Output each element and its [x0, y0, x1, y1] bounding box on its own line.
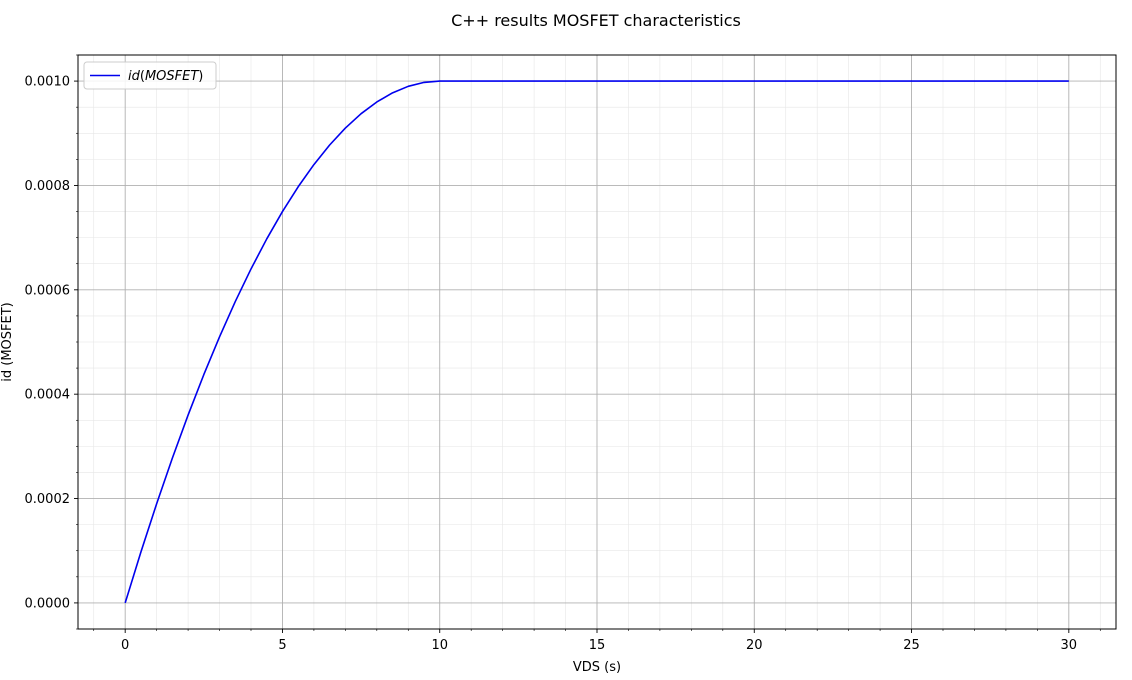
series-line — [124, 80, 1069, 604]
x-axis-ticks: 0 5 10 15 20 25 30 — [93, 629, 1101, 653]
y-axis-ticks: 0.0000 0.0002 0.0004 0.0006 0.0008 0.0010 — [25, 54, 78, 630]
y-tick-label: 0.0008 — [25, 179, 71, 194]
chart-title: C++ results MOSFET characteristics — [451, 11, 741, 30]
y-tick-label: 0.0010 — [25, 75, 71, 90]
y-tick-label: 0.0004 — [25, 388, 71, 403]
x-tick-label: 25 — [903, 638, 920, 653]
legend: id(MOSFET) — [83, 61, 217, 90]
y-tick-label: 0.0000 — [25, 596, 71, 611]
x-tick-label: 10 — [431, 638, 448, 653]
y-tick-label: 0.0006 — [25, 283, 71, 298]
x-tick-label: 30 — [1061, 638, 1078, 653]
legend-box — [83, 61, 217, 90]
legend-label: id(MOSFET) — [128, 69, 203, 84]
x-tick-label: 20 — [746, 638, 763, 653]
x-tick-label: 15 — [589, 638, 606, 653]
y-tick-label: 0.0002 — [25, 492, 71, 507]
x-tick-label: 0 — [121, 638, 129, 653]
x-tick-label: 5 — [278, 638, 286, 653]
x-axis-label: VDS (s) — [573, 660, 621, 675]
series-layer — [124, 80, 1069, 604]
y-axis-label: id (MOSFET) — [0, 302, 15, 381]
